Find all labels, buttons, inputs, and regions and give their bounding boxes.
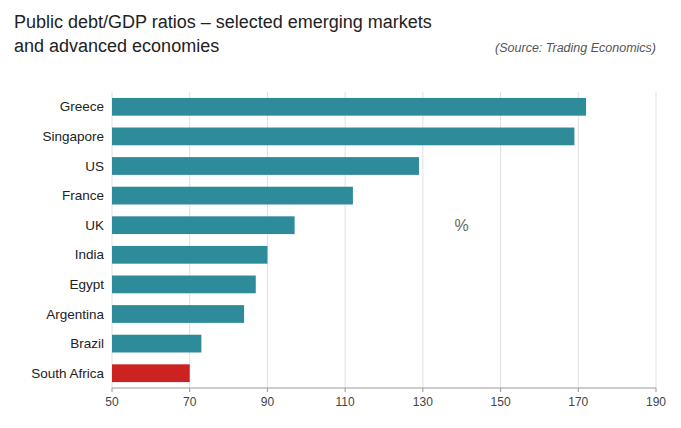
category-label: Argentina <box>46 307 104 322</box>
tick-mark <box>189 388 190 392</box>
bar <box>112 157 419 175</box>
source-note: (Source: Trading Economics) <box>495 41 656 55</box>
bar <box>112 216 295 234</box>
bar <box>112 187 353 205</box>
x-axis-line <box>112 388 656 389</box>
bar <box>112 128 574 146</box>
tick-label: 150 <box>491 395 511 409</box>
category-label: India <box>75 247 105 262</box>
tick-label: 50 <box>105 395 119 409</box>
tick-label: 110 <box>336 395 355 409</box>
tick-mark <box>422 388 423 392</box>
annotation: % <box>455 217 469 234</box>
tick-mark <box>578 388 579 392</box>
bars <box>112 98 586 382</box>
tick-label: 70 <box>183 395 197 409</box>
bar <box>112 335 201 353</box>
grid-line <box>578 92 579 388</box>
category-label: Singapore <box>42 129 104 144</box>
bar <box>112 305 244 323</box>
tick-label: 130 <box>413 395 433 409</box>
category-label: Egypt <box>69 277 104 292</box>
tick-label: 190 <box>646 395 666 409</box>
category-label: UK <box>85 218 104 233</box>
bar <box>112 98 586 116</box>
grid <box>112 92 656 388</box>
category-label: US <box>85 159 104 174</box>
grid-line <box>656 92 657 388</box>
tick-mark <box>112 388 113 392</box>
title: Public debt/GDP ratios – selected emergi… <box>14 12 432 32</box>
tick-mark <box>267 388 268 392</box>
bar <box>112 276 256 294</box>
chart: Public debt/GDP ratios – selected emergi… <box>0 0 681 428</box>
tick-label: 170 <box>568 395 588 409</box>
subtitle: and advanced economies <box>14 36 219 56</box>
tick-mark <box>656 388 657 392</box>
tick-label: 90 <box>261 395 275 409</box>
category-label: South Africa <box>31 366 104 381</box>
bar <box>112 246 267 264</box>
category-label: France <box>62 188 104 203</box>
tick-mark <box>500 388 501 392</box>
category-label: Brazil <box>70 336 104 351</box>
bar <box>112 364 190 382</box>
category-label: Greece <box>60 99 104 114</box>
tick-mark <box>345 388 346 392</box>
